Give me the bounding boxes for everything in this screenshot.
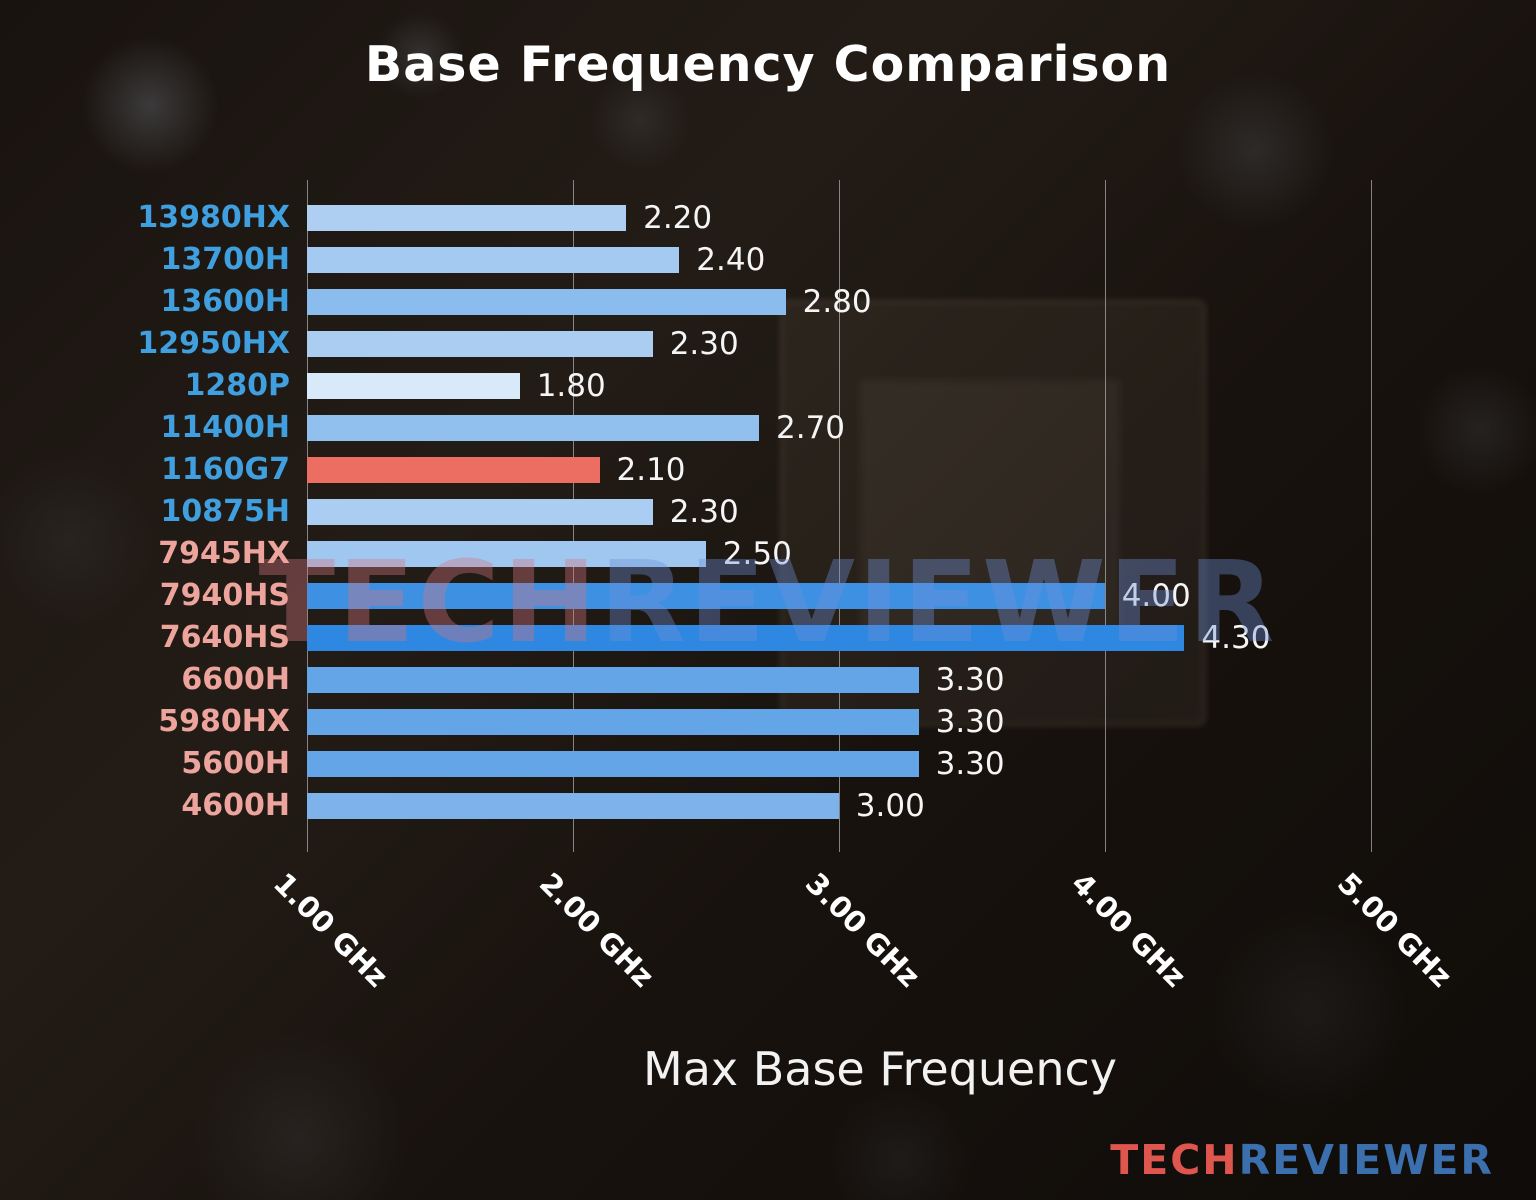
value-label-5980hx: 3.30 [935,704,1005,740]
value-label-7640hs: 4.30 [1201,620,1271,656]
value-label-6600h: 3.30 [935,662,1005,698]
category-label-6600h: 6600H [181,662,290,697]
bar-12950hx [307,331,653,357]
category-label-13700h: 13700H [160,242,290,277]
bar-10875h [307,499,653,525]
bar-6600h [307,667,919,693]
background-cpu-photo [780,300,1206,726]
category-label-1280p: 1280P [184,368,290,403]
value-label-5600h: 3.30 [935,746,1005,782]
bar-13700h [307,247,680,273]
category-label-5980hx: 5980HX [158,704,290,739]
value-label-1280p: 1.80 [536,368,606,404]
value-label-7940hs: 4.00 [1121,578,1191,614]
logo-reviewer: REVIEWER [1238,1136,1494,1184]
category-label-7940hs: 7940HS [159,578,290,613]
category-label-10875h: 10875H [160,494,290,529]
x-tick-label: 3.00 GHz [798,866,927,994]
gridline-4 [1104,180,1106,852]
gridline-3 [838,180,840,852]
value-label-12950hx: 2.30 [669,326,739,362]
bar-1160g7 [307,457,600,483]
value-label-1160g7: 2.10 [616,452,686,488]
x-tick-label: 2.00 GHz [532,866,661,994]
category-label-7640hs: 7640HS [159,620,290,655]
category-label-13600h: 13600H [160,284,290,319]
x-tick-label: 5.00 GHz [1330,866,1459,994]
category-label-7945hx: 7945HX [158,536,290,571]
plot-area: 2.20 2.40 2.80 2.30 1.80 2.70 2.10 2.30 2.50 4.00… [307,180,1453,852]
x-tick-label: 1.00 GHz [266,866,395,994]
x-tick-label: 4.00 GHz [1064,866,1193,994]
value-label-4600h: 3.00 [855,788,925,824]
category-label-4600h: 4600H [181,788,290,823]
category-label-12950hx: 12950HX [137,326,290,361]
bar-7940hs [307,583,1105,609]
value-label-13700h: 2.40 [696,242,766,278]
value-label-13600h: 2.80 [802,284,872,320]
x-axis-title: Max Base Frequency [643,1042,1117,1096]
bar-5980hx [307,709,919,735]
value-label-10875h: 2.30 [669,494,739,530]
bar-7640hs [307,625,1185,651]
bar-1280p [307,373,520,399]
value-label-13980hx: 2.20 [643,200,713,236]
category-label-5600h: 5600H [181,746,290,781]
brand-logo: TECHREVIEWER [1110,1136,1494,1184]
value-label-7945hx: 2.50 [722,536,792,572]
bar-11400h [307,415,759,441]
category-label-13980hx: 13980HX [137,200,290,235]
logo-tech: TECH [1110,1136,1239,1184]
gridline-5 [1370,180,1372,852]
category-label-1160g7: 1160G7 [161,452,290,487]
bar-4600h [307,793,839,819]
chart-title: Base Frequency Comparison [364,36,1172,93]
bar-7945hx [307,541,706,567]
bar-13980hx [307,205,627,231]
bar-5600h [307,751,919,777]
value-label-11400h: 2.70 [776,410,846,446]
bar-13600h [307,289,786,315]
category-label-11400h: 11400H [160,410,290,445]
